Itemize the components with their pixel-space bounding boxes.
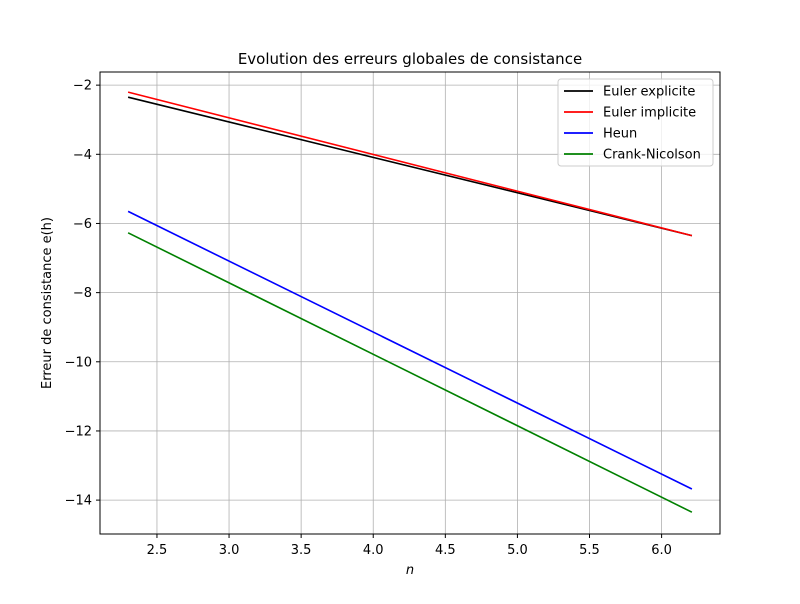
legend-box — [557, 78, 714, 167]
x-tick-label: 5.5 — [579, 543, 600, 558]
x-tick-label: 4.0 — [363, 543, 384, 558]
x-axis-ticks: 2.5 3.0 3.5 4.0 4.5 5.0 5.5 6.0 — [147, 534, 672, 558]
legend-label: Euler explicite — [603, 85, 695, 100]
x-tick-label: 5.0 — [507, 543, 528, 558]
series-line-2 — [127, 91, 693, 237]
legend-label: Heun — [603, 127, 637, 142]
series-lines — [127, 91, 693, 513]
legend-label: Crank-Nicolson — [603, 148, 701, 163]
x-tick-label: 4.5 — [435, 543, 456, 558]
plot-frame — [99, 71, 721, 535]
x-tick-label: 3.0 — [219, 543, 240, 558]
y-tick-label: −12 — [65, 424, 92, 439]
y-tick-label: −6 — [73, 217, 92, 232]
series-line-4 — [127, 232, 693, 513]
y-axis-ticks: −14 −12 −10 −8 −6 −4 −2 — [65, 79, 100, 509]
y-tick-label: −8 — [73, 286, 92, 301]
legend-label: Euler implicite — [603, 106, 696, 121]
chart-title: Evolution des erreurs globales de consis… — [238, 50, 582, 68]
legend: Euler explicite Euler implicite Heun Crank-… — [557, 78, 714, 167]
series-line-1 — [127, 96, 693, 237]
x-tick-label: 2.5 — [147, 543, 168, 558]
y-tick-label: −4 — [73, 148, 92, 163]
x-tick-label: 3.5 — [291, 543, 312, 558]
y-tick-label: −2 — [73, 79, 92, 94]
series-line-3 — [127, 210, 693, 490]
y-tick-label: −14 — [65, 494, 92, 509]
y-axis-label: Erreur de consistance e(h) — [40, 217, 55, 389]
x-axis-label: n — [406, 563, 414, 578]
y-tick-label: −10 — [65, 355, 92, 370]
x-tick-label: 6.0 — [651, 543, 672, 558]
